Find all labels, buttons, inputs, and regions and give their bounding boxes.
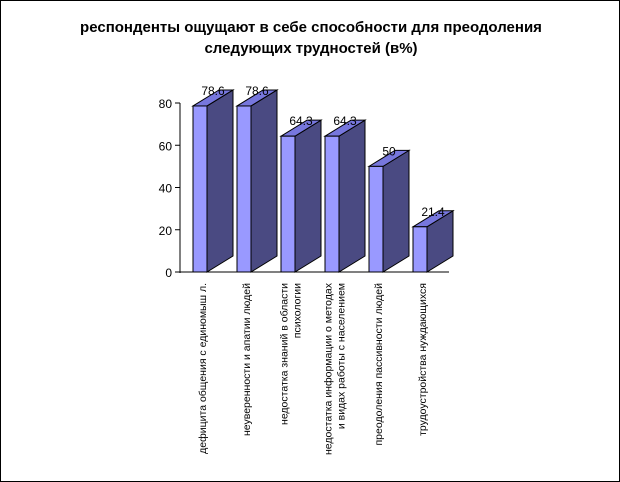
bar-side (294, 119, 322, 273)
y-tick-label: 20 (159, 224, 173, 238)
bar (236, 105, 252, 273)
bar (368, 165, 384, 273)
data-label: 64.3 (333, 114, 357, 128)
chart-title: респонденты ощущают в себе способности д… (1, 17, 619, 59)
y-tick-label: 0 (165, 266, 172, 280)
x-tick-label: неуверенности и апатии людей (241, 283, 253, 436)
bar-side (382, 149, 410, 273)
bar (192, 105, 208, 273)
bar (280, 135, 296, 273)
x-tick-label: недостатка информации о методах (323, 282, 335, 455)
chart-title-line-2: следующих трудностей (в%) (204, 40, 418, 57)
y-tick-label: 60 (159, 139, 173, 153)
x-tick-label: трудоустройства нуждающихся (417, 283, 429, 436)
data-label: 78.6 (245, 84, 269, 98)
bar (324, 135, 340, 273)
y-tick-label: 40 (159, 182, 173, 196)
bar-side (250, 89, 278, 273)
x-tick-label: дефицита общения с единомыш л. (197, 283, 209, 454)
y-tick-label: 80 (159, 97, 173, 111)
x-tick-label: и видах работы с населением (336, 283, 348, 429)
data-label: 64.3 (289, 114, 313, 128)
data-label: 50 (382, 144, 396, 158)
bar-side (206, 89, 234, 273)
chart-title-line-1: респонденты ощущают в себе способности д… (80, 19, 542, 36)
bar-side (338, 119, 366, 273)
bar (412, 226, 428, 273)
data-label: 21.4 (421, 205, 445, 219)
x-tick-label: психологии (292, 283, 304, 338)
data-label: 78.6 (201, 84, 225, 98)
x-tick-label: преодоления пассивности людей (373, 283, 385, 446)
x-tick-label: недостатка знаний в области (279, 283, 291, 425)
